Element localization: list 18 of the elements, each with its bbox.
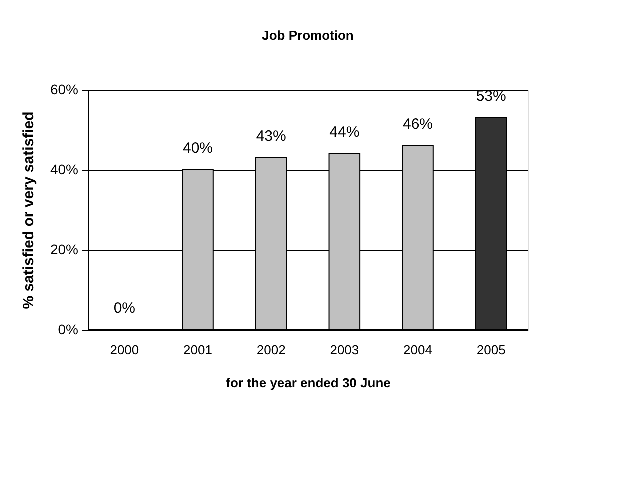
y-tick-label: 20%	[50, 242, 78, 258]
x-tick-label: 2005	[476, 342, 506, 358]
x-tick-label: 2003	[330, 342, 360, 358]
data-label: 0%	[114, 300, 136, 317]
data-label: 43%	[256, 128, 286, 145]
y-tick-label: 60%	[50, 82, 78, 98]
data-label: 46%	[402, 116, 434, 133]
x-tick-label: 2000	[110, 342, 140, 358]
data-label: 44%	[330, 124, 360, 141]
x-tick-label: 2002	[256, 342, 286, 358]
x-tick-label: 2001	[184, 342, 212, 358]
y-tick-label: 0%	[58, 322, 78, 338]
y-tick-label: 40%	[50, 162, 78, 178]
y-axis-title: % satisfied or very satisfied	[20, 112, 38, 310]
data-label: 40%	[182, 140, 214, 157]
x-tick-label: 2004	[404, 342, 432, 358]
chart-title: Job Promotion	[262, 28, 354, 43]
x-axis-title: for the year ended 30 June	[226, 376, 391, 390]
